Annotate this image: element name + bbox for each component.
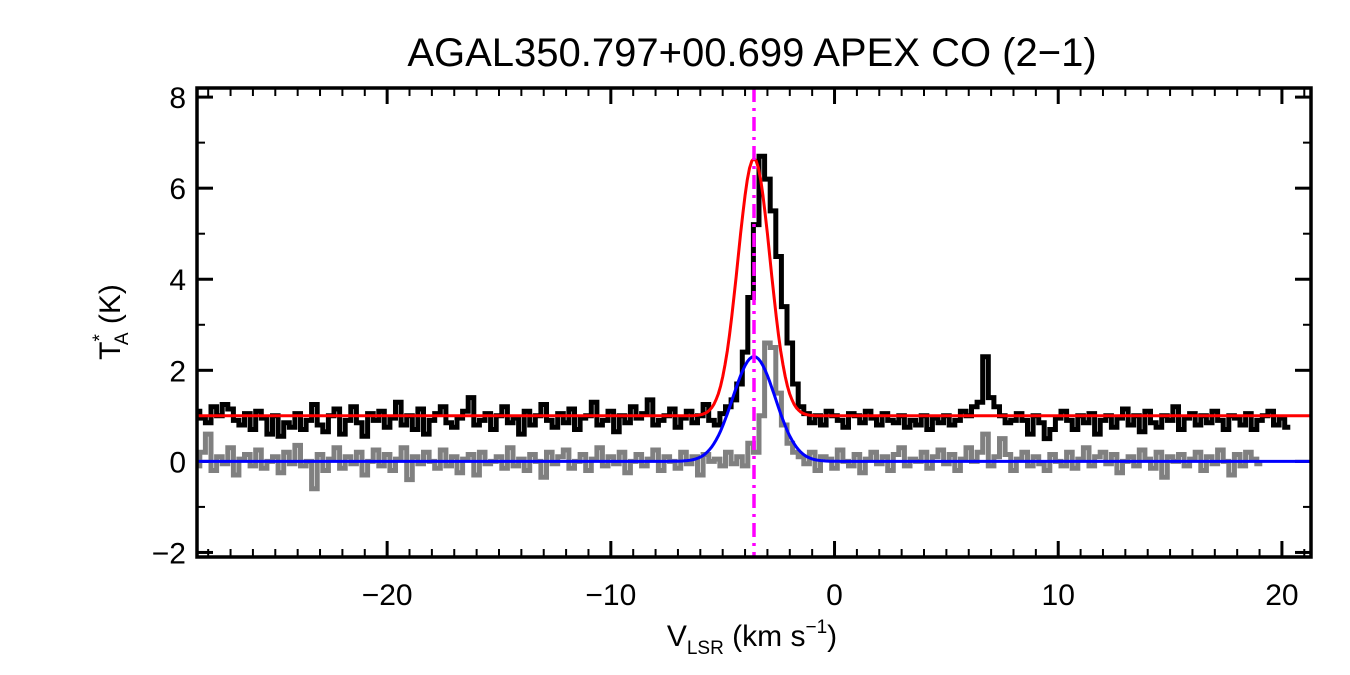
chart-title: AGAL350.797+00.699 APEX CO (2−1) — [407, 31, 1096, 75]
y-tick-label: −2 — [152, 537, 186, 570]
x-tick-label: 10 — [1042, 579, 1075, 612]
y-tick-label: 6 — [169, 173, 186, 206]
x-tick-label: −10 — [585, 579, 636, 612]
y-tick-label: 2 — [169, 355, 186, 388]
y-tick-label: 8 — [169, 82, 186, 115]
x-tick-label: 0 — [826, 579, 843, 612]
x-tick-label: −20 — [362, 579, 413, 612]
plot-frame — [195, 86, 1313, 559]
y-tick-label: 0 — [169, 446, 186, 479]
y-tick-labels: −2 0 2 4 6 8 — [152, 82, 186, 570]
y-axis-label: T*A (K) — [90, 284, 133, 360]
y-tick-label: 4 — [169, 264, 186, 297]
x-tick-label: 20 — [1265, 579, 1298, 612]
x-tick-labels: −20 −10 0 10 20 — [362, 579, 1299, 612]
x-axis-label: VLSR (km s−1) — [667, 617, 837, 659]
secondary-spectrum-line — [197, 340, 1263, 492]
observed-spectrum-line — [197, 153, 1291, 442]
